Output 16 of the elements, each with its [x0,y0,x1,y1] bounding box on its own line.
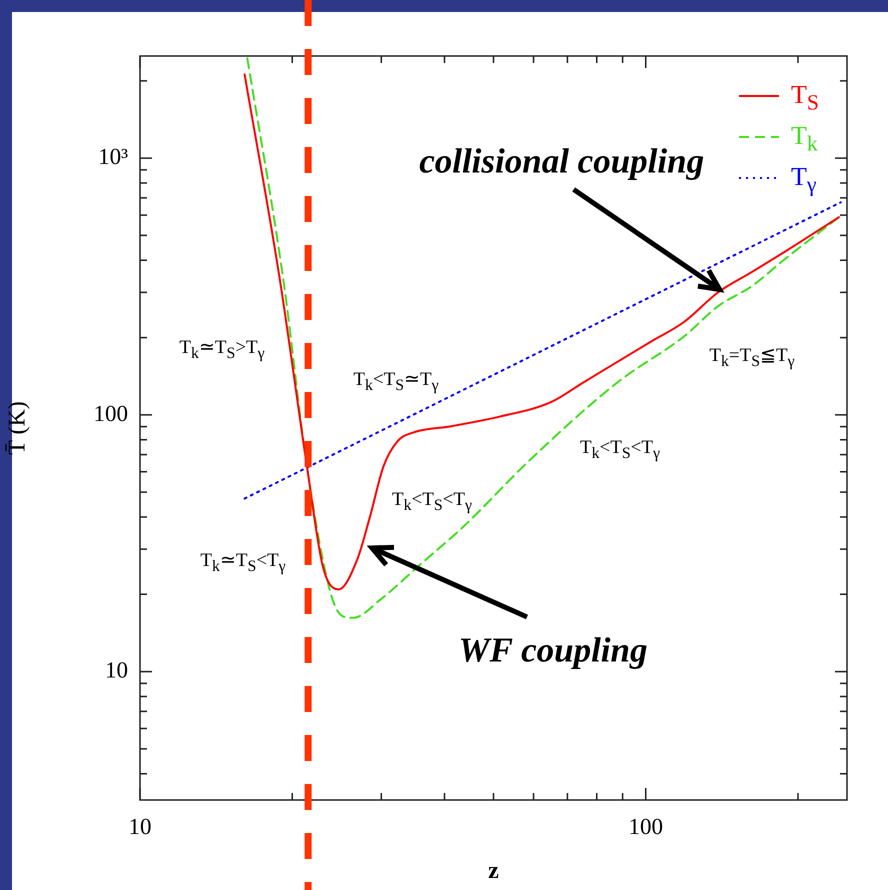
annotation: T$_{k}$≃T$_{S}$>T$_{γ}$ [179,337,265,362]
annotation: T$_{k}$≃T$_{S}$<T$_{γ}$ [200,550,286,575]
annotation: T$_{k}$<T$_{S}$<T$_{γ}$ [580,437,660,462]
annotation: collisional coupling [419,142,704,181]
annotation: T$_{k}$=T$_{S}$≦T$_{γ}$ [709,345,795,370]
y-axis-title: T̄ (K) [4,401,31,455]
annotation: T$_{k}$<T$_{S}$≃T$_{γ}$ [353,369,439,394]
y-tick-label: 10³ [98,144,128,170]
legend-label: T$_{S}$ [791,80,819,114]
legend-label: T$_{k}$ [791,121,818,156]
y-tick-label: 10 [105,658,128,683]
annotation: T$_{k}$<T$_{S}$<T$_{γ}$ [392,489,472,514]
legend-label: T$_{γ}$ [791,162,816,196]
annotation: WF coupling [458,630,648,670]
x-axis-title: z [488,858,500,884]
y-tick-label: 100 [94,400,128,426]
